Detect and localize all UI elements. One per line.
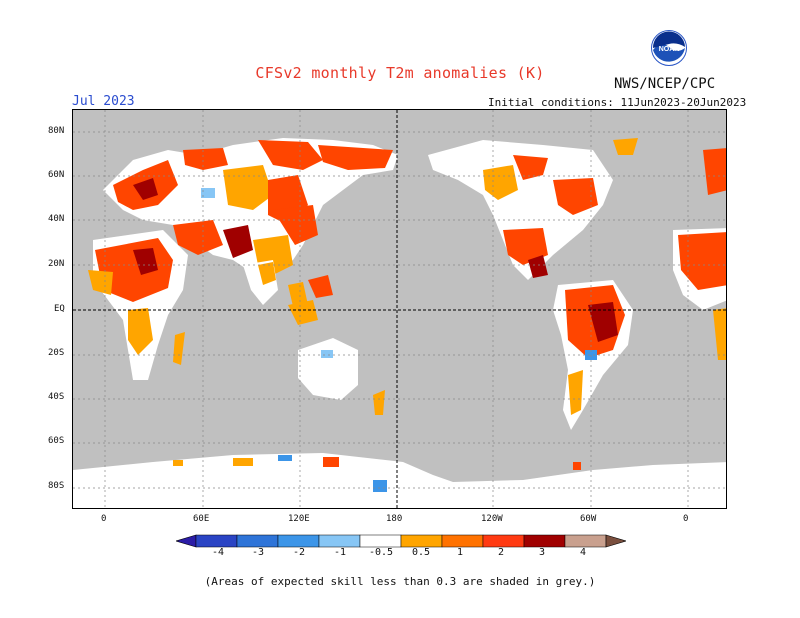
world-map (72, 109, 727, 509)
noaa-logo: NOAA (651, 30, 687, 66)
africa-region (88, 230, 188, 380)
colorbar-label: -1 (333, 547, 347, 558)
lat-label: 20N (48, 259, 65, 269)
australia-region (298, 338, 385, 415)
colorbar-label: 3 (538, 547, 546, 558)
colorbar-arrow-right (605, 534, 626, 548)
lat-label: 80N (48, 126, 65, 136)
lon-label: 60W (580, 514, 597, 524)
colorbar-label: -3 (251, 547, 265, 558)
colorbar-arrow-left (176, 534, 197, 548)
lon-label: 120E (288, 514, 310, 524)
lon-label: 60E (193, 514, 210, 524)
month-label: Jul 2023 (72, 94, 135, 109)
lat-label: 40N (48, 214, 65, 224)
equator-dateline (73, 110, 726, 508)
gridlines (73, 110, 726, 508)
colorbar-label: 2 (497, 547, 505, 558)
lat-label: EQ (54, 304, 65, 314)
colorbar-segment (277, 534, 320, 548)
lat-label: 20S (48, 348, 65, 358)
antarctica-region (73, 453, 726, 508)
north-america-region (428, 138, 638, 280)
colorbar-segment (523, 534, 566, 548)
lon-label: 0 (101, 514, 107, 524)
colorbar-label: 1 (456, 547, 464, 558)
south-asia-region (243, 260, 318, 325)
logo-text: NOAA (659, 46, 680, 53)
initial-conditions: Initial conditions: 11Jun2023-20Jun2023 (488, 96, 747, 109)
colorbar-segment (400, 534, 443, 548)
map-canvas (73, 110, 726, 508)
colorbar-segment (195, 534, 238, 548)
lat-label: 40S (48, 392, 65, 402)
lat-label: 60S (48, 436, 65, 446)
colorbar-segment (482, 534, 525, 548)
org-label: NWS/NCEP/CPC (614, 76, 716, 92)
colorbar-label: -0.5 (368, 547, 394, 558)
colorbar-segment (359, 534, 402, 548)
lon-label: 180 (386, 514, 403, 524)
footnote: (Areas of expected skill less than 0.3 a… (204, 575, 596, 588)
africa-east-edge (673, 148, 726, 360)
colorbar-label: -2 (292, 547, 306, 558)
lon-label: 0 (683, 514, 689, 524)
colorbar-label: 0.5 (411, 547, 431, 558)
colorbar-segment (318, 534, 361, 548)
colorbar-segment (236, 534, 279, 548)
colorbar-label: -4 (211, 547, 225, 558)
lat-label: 60N (48, 170, 65, 180)
colorbar-segment (564, 534, 607, 548)
colorbar-segment (441, 534, 484, 548)
lon-label: 120W (481, 514, 503, 524)
colorbar (176, 534, 626, 548)
chart-title: CFSv2 monthly T2m anomalies (K) (255, 64, 545, 82)
colorbar-label: 4 (579, 547, 587, 558)
lat-label: 80S (48, 481, 65, 491)
